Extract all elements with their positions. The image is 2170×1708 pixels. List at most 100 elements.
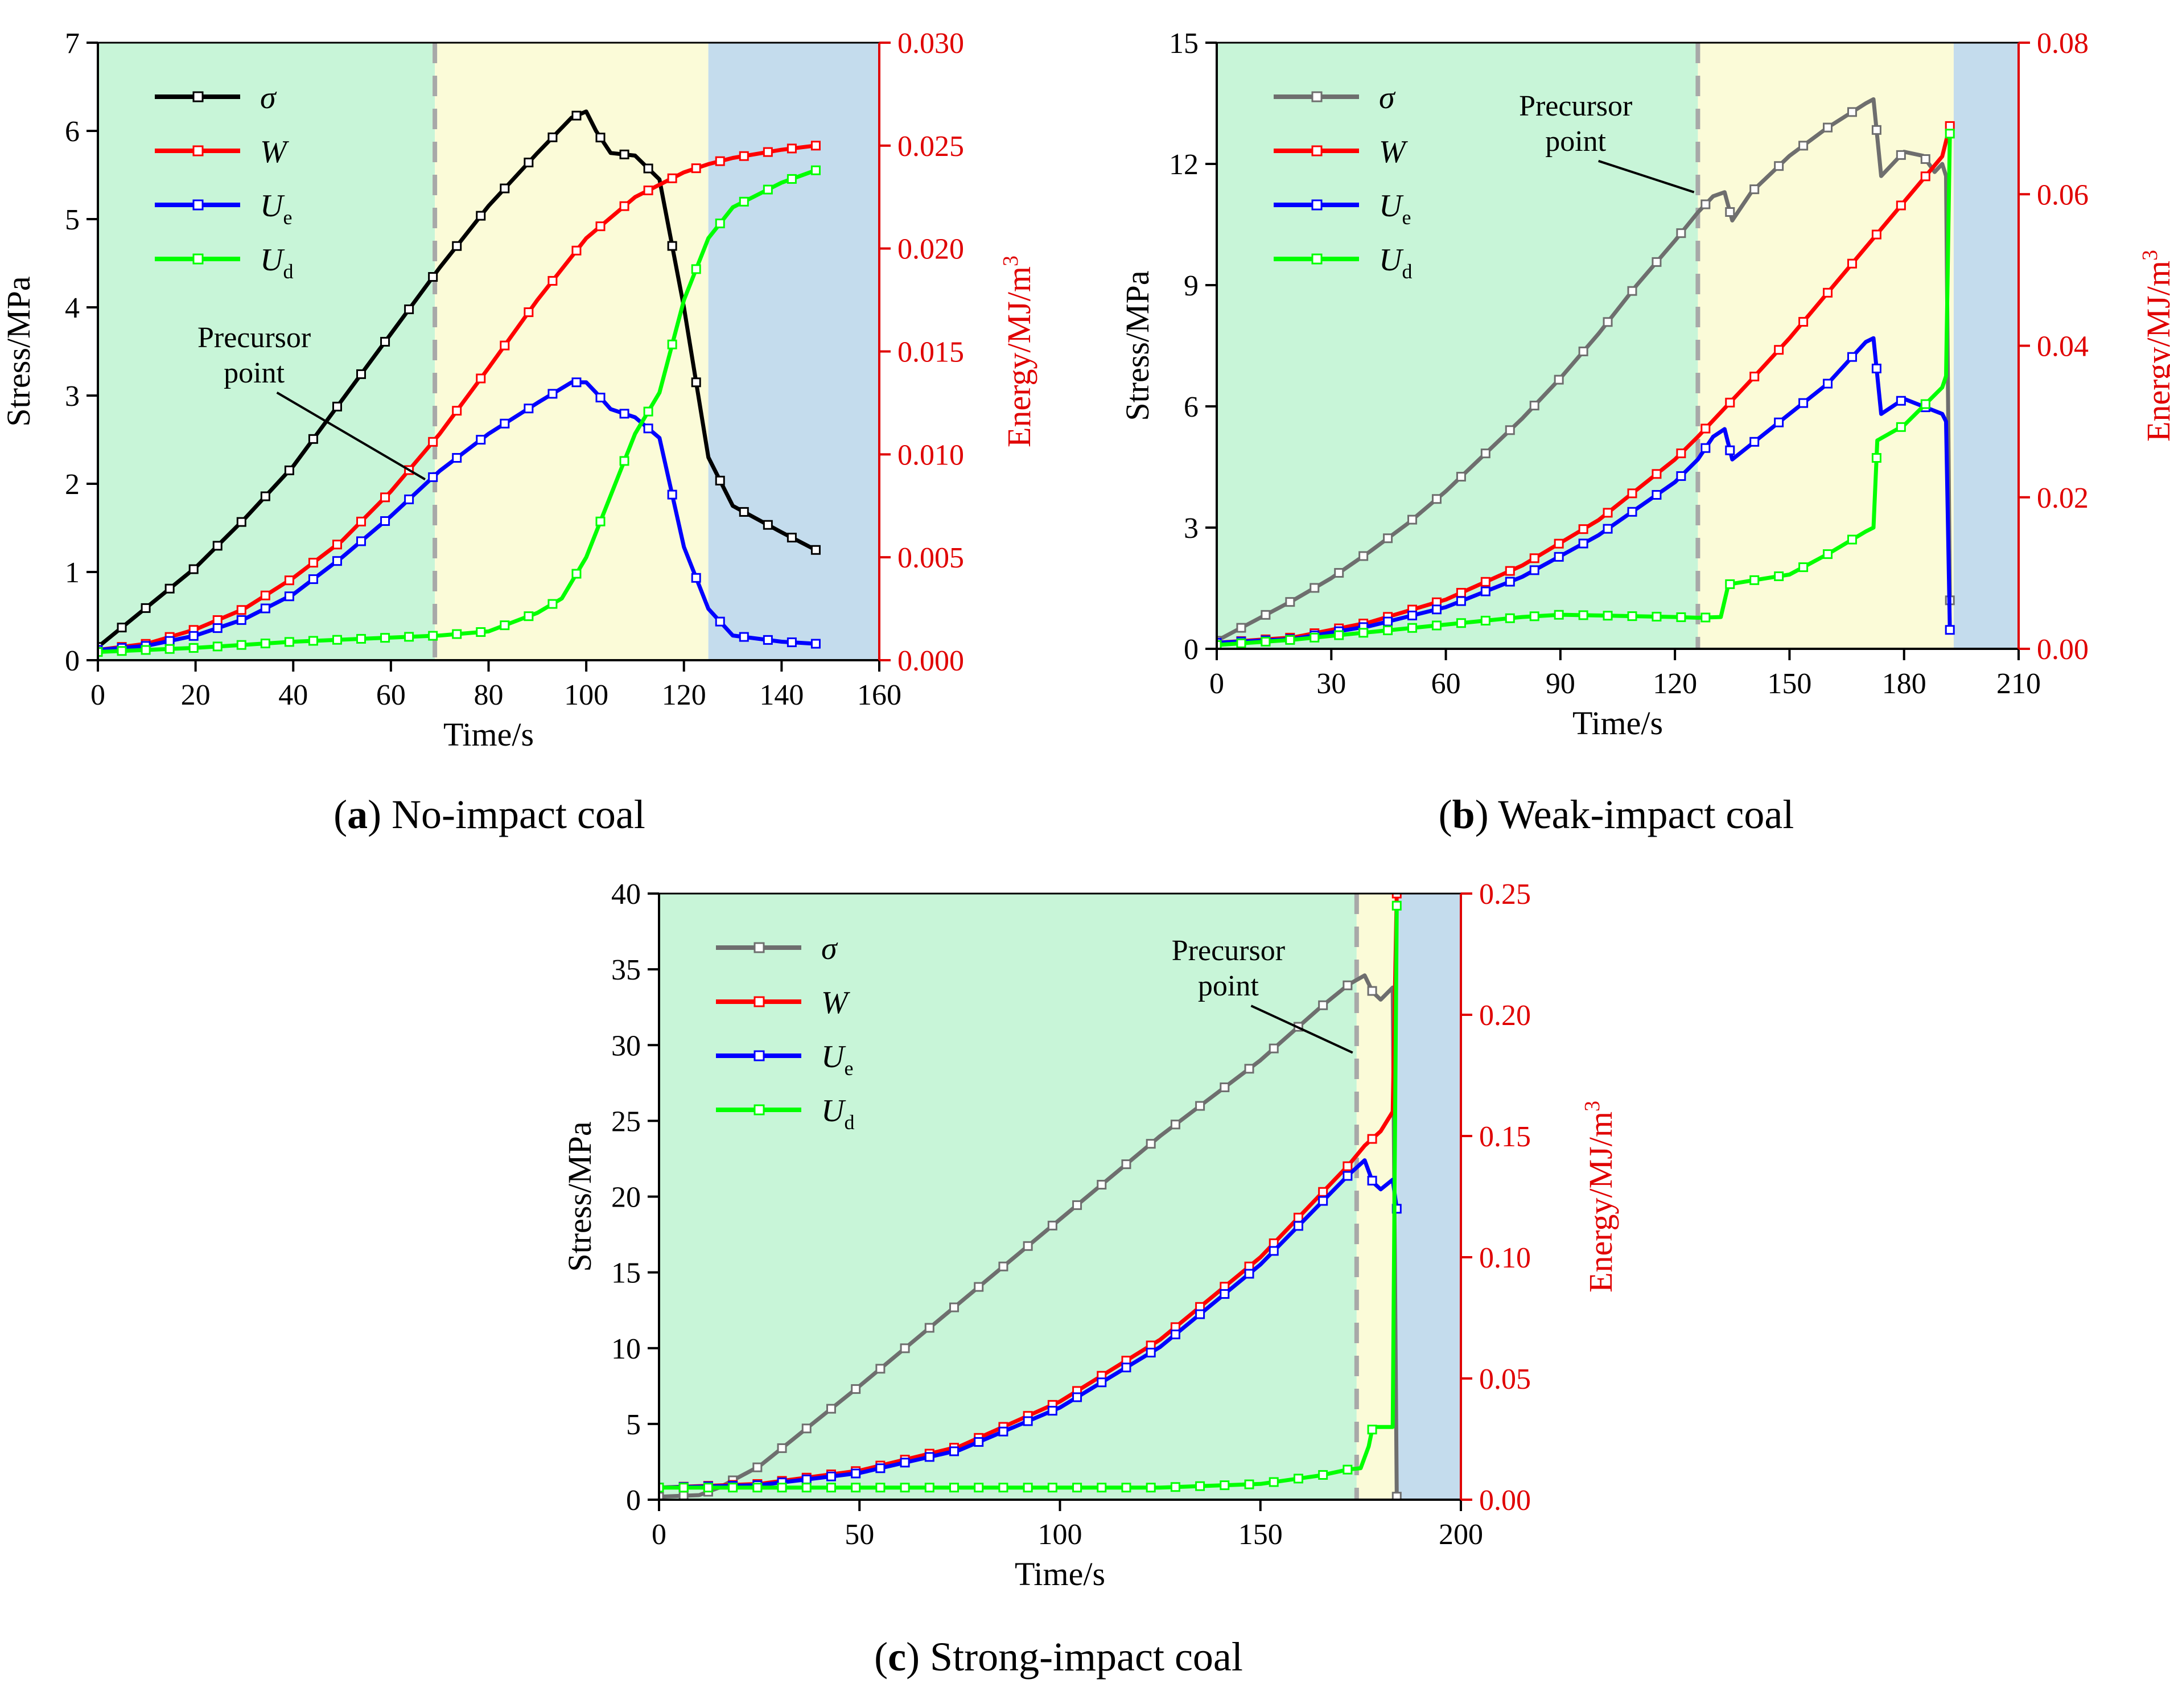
- legend-marker: [753, 942, 765, 953]
- series-marker: [260, 639, 270, 649]
- series-marker: [404, 494, 414, 504]
- series-marker: [1749, 184, 1760, 195]
- x-tick-label: 20: [181, 679, 211, 711]
- series-marker: [1285, 635, 1295, 645]
- series-marker: [1725, 397, 1735, 408]
- series-marker: [188, 643, 199, 653]
- series-marker: [715, 156, 725, 166]
- series-marker: [643, 423, 653, 434]
- legend-label: Ue: [821, 1039, 853, 1080]
- series-marker: [1072, 1392, 1082, 1402]
- y2-tick-label: 0.06: [2037, 179, 2089, 211]
- series-marker: [1505, 425, 1515, 435]
- x-tick-label: 140: [759, 679, 804, 711]
- legend-marker: [192, 199, 204, 211]
- series-marker: [1121, 1483, 1131, 1493]
- series-marker: [308, 574, 318, 585]
- series-marker: [452, 406, 462, 416]
- legend-label-main: U: [821, 1039, 846, 1075]
- y2-tick-label: 0.030: [897, 27, 964, 60]
- series-marker: [1578, 538, 1588, 549]
- series-marker: [1847, 107, 1857, 117]
- stage-region-1: [1217, 43, 1698, 649]
- series-marker: [703, 1483, 713, 1493]
- series-marker: [1170, 1482, 1180, 1492]
- y2-tick-label: 0.010: [897, 439, 964, 471]
- series-marker: [739, 151, 749, 161]
- series-marker: [1293, 1221, 1303, 1231]
- series-group: [1217, 97, 1955, 649]
- legend-marker: [1311, 91, 1323, 102]
- y2-axis-title-main: Energy/MJ/m: [1582, 1112, 1619, 1293]
- series-marker: [500, 418, 510, 429]
- series-marker: [212, 541, 223, 551]
- series-marker: [356, 369, 367, 379]
- chart-a: 0 20 40 60 80 100 120 140 160 0 1 2 3 4 5 6 7 0.000 0.005 0…: [0, 27, 1037, 837]
- y2-tick-label: 0.020: [897, 233, 964, 266]
- series-marker: [739, 196, 749, 207]
- y2-tick-label: 0.05: [1479, 1363, 1531, 1396]
- x-tick-label: 90: [1546, 668, 1575, 700]
- series-marker: [875, 1463, 886, 1474]
- series-marker: [1627, 286, 1637, 296]
- series-marker: [141, 603, 151, 613]
- series-marker: [787, 174, 797, 184]
- series-marker: [974, 1282, 984, 1292]
- series-marker: [1823, 378, 1833, 389]
- series-group: [659, 894, 1402, 1500]
- series-marker: [1529, 553, 1539, 563]
- chart-b: 0 30 60 90 120 150 180 210 0 3 6 9 12 15 0.00 0.02 0.04 0…: [1119, 27, 2170, 837]
- series-marker: [141, 645, 151, 655]
- series-marker: [1318, 1196, 1328, 1206]
- series-marker: [1652, 469, 1662, 479]
- legend-label: W: [1379, 134, 1408, 170]
- series-marker: [924, 1323, 934, 1333]
- y2-tick-label: 0.015: [897, 336, 964, 369]
- series-marker: [875, 1483, 886, 1493]
- series-marker: [1023, 1241, 1033, 1251]
- series-marker: [1652, 489, 1662, 500]
- series-marker: [212, 615, 223, 625]
- legend-label-sub: e: [1402, 206, 1411, 229]
- series-marker: [691, 163, 701, 174]
- series-marker: [1407, 623, 1418, 633]
- series-marker: [1456, 587, 1466, 598]
- y2-axis-title: Energy/MJ/m3: [1580, 1101, 1619, 1293]
- series-marker: [1480, 615, 1490, 625]
- series-marker: [1725, 207, 1735, 217]
- legend-label: σ: [260, 80, 277, 116]
- series-marker: [1823, 549, 1833, 559]
- series-marker: [1823, 122, 1833, 133]
- series-marker: [1343, 1464, 1353, 1475]
- x-tick-label: 100: [1038, 1518, 1082, 1551]
- annotation-line2: point: [1198, 970, 1259, 1002]
- annotation-leader: [1598, 159, 1695, 194]
- series-marker: [715, 475, 725, 485]
- series-marker: [1603, 317, 1613, 327]
- legend-label: σ: [1379, 80, 1396, 116]
- series-marker: [1578, 346, 1588, 356]
- series-marker: [380, 492, 390, 503]
- series-marker: [1431, 620, 1442, 631]
- series-marker: [974, 1483, 984, 1493]
- legend-label-main: U: [260, 242, 285, 278]
- series-marker: [1456, 472, 1466, 482]
- series-marker: [949, 1446, 960, 1456]
- legend-label: Ud: [1379, 242, 1412, 283]
- series-marker: [1700, 443, 1711, 453]
- caption-paren-open: (: [1439, 792, 1452, 837]
- series-marker: [739, 507, 749, 517]
- x-axis-title: Time/s: [443, 716, 534, 753]
- series-marker: [1896, 150, 1906, 160]
- series-marker: [1431, 494, 1442, 504]
- series-marker: [826, 1471, 836, 1481]
- stage-region-1: [659, 894, 1357, 1500]
- series-marker: [1505, 577, 1515, 587]
- legend-label: Ue: [1379, 188, 1411, 229]
- y2-axis-title-sup: 3: [1580, 1101, 1604, 1112]
- series-marker: [188, 631, 199, 641]
- x-tick-label: 120: [662, 679, 706, 711]
- y2-tick-label: 0.10: [1479, 1242, 1531, 1274]
- series-marker: [1269, 1043, 1279, 1053]
- series-marker: [1367, 1425, 1377, 1435]
